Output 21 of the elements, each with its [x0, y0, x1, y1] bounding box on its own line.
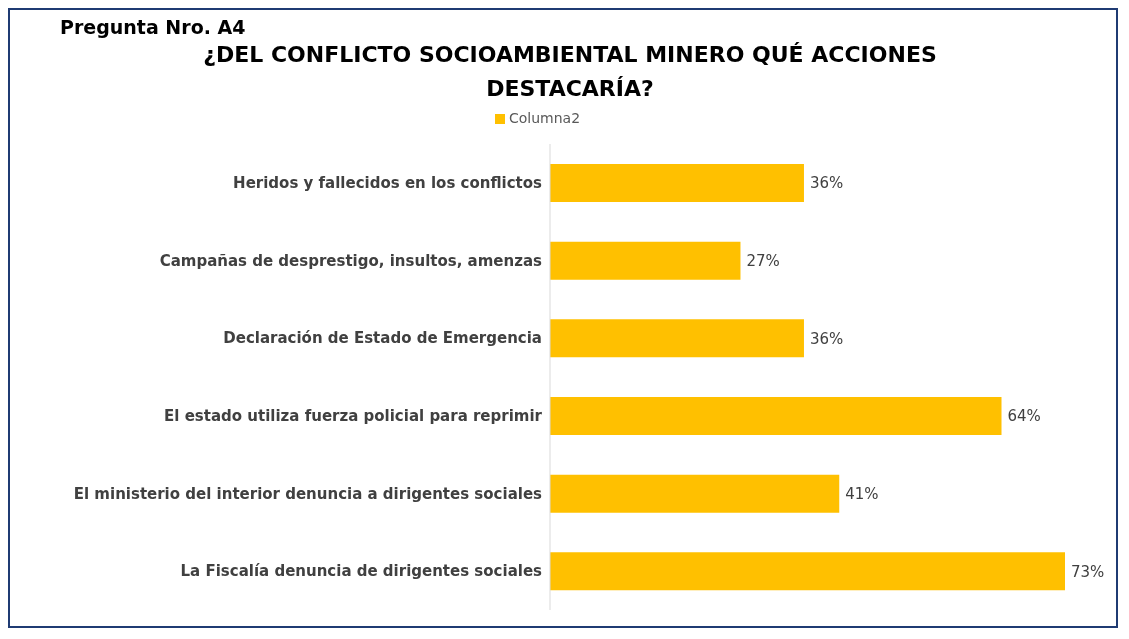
bar [550, 319, 804, 358]
bar [550, 474, 840, 513]
text: Pregunta Nro. A4 [60, 16, 246, 38]
y-tick-label: La Fiscalía denuncia de dirigentes sociales [180, 562, 543, 581]
data-label: 27% [746, 251, 780, 270]
bar [550, 241, 741, 280]
data-label: 64% [1007, 407, 1041, 426]
chart-title: ¿DEL CONFLICTO SOCIOAMBIENTAL MINERO QUÉ ACCIONES DESTACARÍA? [202, 41, 938, 103]
data-label: 36% [809, 174, 844, 193]
bar [550, 552, 1065, 591]
y-tick-label: El estado utiliza fuerza policial para reprimir [164, 407, 543, 426]
data-label: 73% [1071, 562, 1105, 581]
data-label: 36% [809, 329, 844, 348]
bar [550, 397, 1002, 435]
legend-label: Columna2 [508, 110, 581, 126]
y-tick-label: Declaración de Estado de Emergencia [223, 329, 542, 348]
data-label: 41% [845, 484, 879, 503]
y-tick-label: Heridos y fallecidos en los conflictos [233, 174, 543, 193]
bar [550, 164, 804, 202]
y-tick-label: El ministerio del interior denuncia a dirigentes sociales [73, 484, 543, 503]
y-tick-label: Campañas de desprestigo, insultos, amenzas [159, 251, 543, 270]
